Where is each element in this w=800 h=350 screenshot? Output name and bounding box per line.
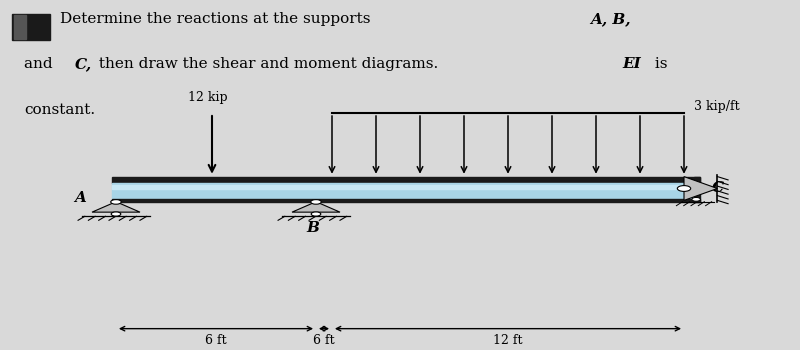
Text: A: A (74, 190, 86, 204)
Circle shape (310, 199, 322, 204)
Bar (112, 185, 700, 189)
Bar (112, 198, 700, 202)
Text: B: B (306, 221, 319, 235)
Circle shape (110, 199, 122, 204)
Text: C,: C, (74, 57, 91, 71)
Text: A, B,: A, B, (590, 12, 631, 26)
Text: and: and (24, 57, 58, 71)
Text: 6 ft: 6 ft (205, 334, 227, 347)
Circle shape (678, 186, 690, 191)
Polygon shape (92, 202, 140, 212)
Bar (112, 183, 700, 198)
Text: C: C (712, 182, 724, 196)
Polygon shape (292, 202, 340, 212)
Circle shape (111, 212, 121, 216)
Text: 12 kip: 12 kip (188, 91, 228, 104)
Text: 12 ft: 12 ft (494, 334, 522, 347)
Text: constant.: constant. (24, 103, 95, 117)
Text: EI: EI (622, 57, 641, 71)
Text: 3 kip/ft: 3 kip/ft (694, 100, 739, 113)
Text: is: is (650, 57, 667, 71)
Text: then draw the shear and moment diagrams.: then draw the shear and moment diagrams. (94, 57, 443, 71)
Bar (694, 177, 700, 202)
Bar (12, 14, 50, 40)
Circle shape (692, 197, 701, 201)
Text: Determine the reactions at the supports: Determine the reactions at the supports (60, 12, 375, 26)
Circle shape (311, 212, 321, 216)
Bar (112, 177, 700, 183)
Bar (14, 15, 26, 39)
Text: 6 ft: 6 ft (313, 334, 335, 347)
Polygon shape (684, 177, 718, 201)
